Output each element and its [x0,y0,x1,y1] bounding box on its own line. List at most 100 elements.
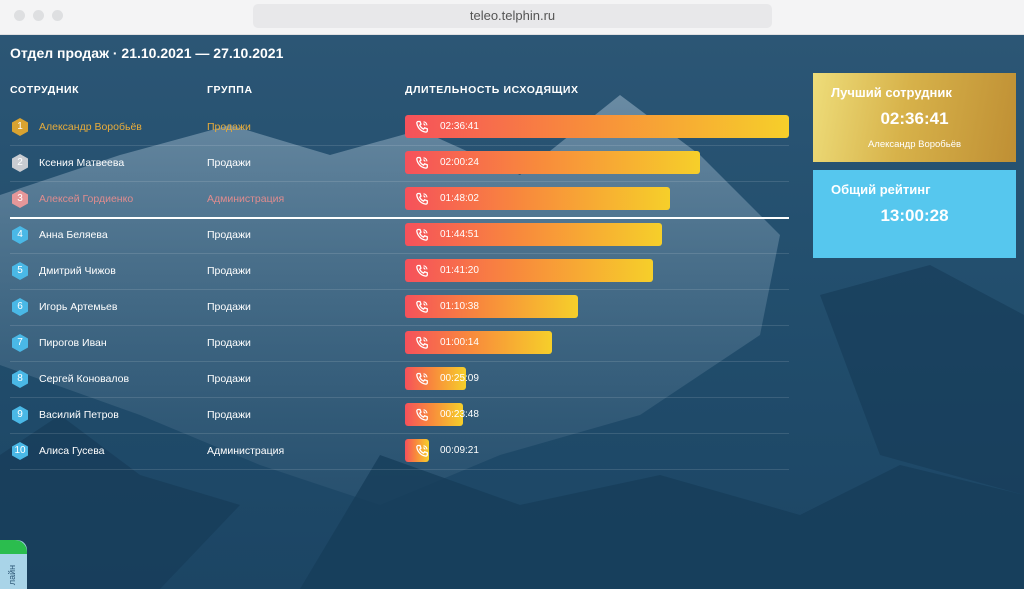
duration-bar [405,403,463,426]
outgoing-call-icon [415,336,429,350]
duration-value: 00:09:21 [440,445,479,456]
rank-badge: 5 [10,261,30,281]
dashboard-viewport: Отдел продаж · 21.10.2021 — 27.10.2021 С… [0,35,1024,589]
duration-value: 01:10:38 [440,301,479,312]
column-header-duration[interactable]: ДЛИТЕЛЬНОСТЬ ИСХОДЯЩИХ [405,84,579,96]
employee-name: Игорь Артемьев [39,301,118,313]
page-title: Отдел продаж · 21.10.2021 — 27.10.2021 [10,45,284,61]
duration-value: 00:23:48 [440,409,479,420]
total-rating-card: Общий рейтинг 13:00:28 [813,170,1016,258]
rank-number: 7 [17,337,23,348]
rank-number: 3 [17,193,23,204]
employee-name: Алиса Гусева [39,445,105,457]
rank-number: 5 [17,265,23,276]
employee-name: Пирогов Иван [39,337,107,349]
rank-number: 1 [17,121,23,132]
table-row[interactable]: 9 Василий Петров Продажи 00:23:48 [10,397,789,434]
rank-badge: 6 [10,297,30,317]
hexagon-icon [12,298,28,316]
duration-bar [405,259,653,282]
duration-bar [405,115,789,138]
outgoing-call-icon [415,300,429,314]
outgoing-call-icon [415,444,429,458]
rank-number: 10 [14,445,26,456]
rank-number: 8 [17,373,23,384]
duration-bar [405,439,429,462]
hexagon-icon [12,154,28,172]
online-status-tab[interactable]: лайн [0,540,27,589]
window-zoom-button[interactable] [52,10,63,21]
hexagon-icon [12,226,28,244]
column-header-group[interactable]: ГРУППА [207,84,253,96]
outgoing-call-icon [415,408,429,422]
duration-value: 01:44:51 [440,229,479,240]
hexagon-icon [12,334,28,352]
duration-bar [405,295,578,318]
employee-group: Продажи [207,301,251,313]
hexagon-icon [12,406,28,424]
browser-toolbar: teleo.telphin.ru [0,0,1024,35]
outgoing-call-icon [415,156,429,170]
employee-name: Василий Петров [39,409,119,421]
best-employee-card: Лучший сотрудник 02:36:41 Александр Воро… [813,73,1016,162]
rank-badge: 9 [10,405,30,425]
table-row[interactable]: 8 Сергей Коновалов Продажи 00:25:09 [10,361,789,398]
outgoing-call-icon [415,264,429,278]
rank-number: 6 [17,301,23,312]
employee-group: Продажи [207,373,251,385]
rank-badge: 10 [10,441,30,461]
table-row[interactable]: 1 Александр Воробьёв Продажи 02:36:41 [10,109,789,146]
table-row[interactable]: 10 Алиса Гусева Администрация 00:09:21 [10,433,789,470]
rank-badge: 2 [10,153,30,173]
employee-group: Продажи [207,265,251,277]
total-rating-title: Общий рейтинг [831,182,931,197]
employee-name: Алексей Гордиенко [39,193,134,205]
table-row[interactable]: 5 Дмитрий Чижов Продажи 01:41:20 [10,253,789,290]
employee-name: Дмитрий Чижов [39,265,116,277]
rank-badge: 3 [10,189,30,209]
online-tab-label: лайн [7,564,18,586]
best-employee-title: Лучший сотрудник [831,85,952,100]
rank-badge: 1 [10,117,30,137]
duration-bar [405,151,700,174]
outgoing-call-icon [415,192,429,206]
rank-badge: 8 [10,369,30,389]
employee-name: Ксения Матвеева [39,157,125,169]
rank-badge: 4 [10,225,30,245]
table-row[interactable]: 6 Игорь Артемьев Продажи 01:10:38 [10,289,789,326]
duration-bar [405,223,662,246]
employee-group: Продажи [207,121,251,133]
window-minimize-button[interactable] [33,10,44,21]
total-rating-value: 13:00:28 [880,206,949,225]
employee-group: Администрация [207,445,285,457]
duration-bar [405,187,670,210]
hexagon-icon [12,370,28,388]
table-row[interactable]: 4 Анна Беляева Продажи 01:44:51 [10,217,789,254]
outgoing-call-icon [415,228,429,242]
hexagon-icon [12,442,28,460]
employee-group: Продажи [207,337,251,349]
duration-value: 02:36:41 [440,121,479,132]
table-row[interactable]: 2 Ксения Матвеева Продажи 02:00:24 [10,145,789,182]
best-employee-duration: 02:36:41 [880,109,949,128]
table-row[interactable]: 7 Пирогов Иван Продажи 01:00:14 [10,325,789,362]
employee-group: Продажи [207,157,251,169]
rank-number: 2 [17,157,23,168]
employee-name: Анна Беляева [39,229,108,241]
rank-badge: 7 [10,333,30,353]
online-indicator [0,540,27,554]
rank-number: 9 [17,409,23,420]
duration-value: 01:41:20 [440,265,479,276]
hexagon-icon [12,118,28,136]
duration-value: 00:25:09 [440,373,479,384]
employee-group: Продажи [207,409,251,421]
duration-value: 01:00:14 [440,337,479,348]
column-header-employee[interactable]: СОТРУДНИК [10,84,80,96]
duration-bar [405,331,552,354]
rank-number: 4 [17,229,23,240]
window-close-button[interactable] [14,10,25,21]
table-row[interactable]: 3 Алексей Гордиенко Администрация 01:48:02 [10,181,789,219]
outgoing-call-icon [415,120,429,134]
address-bar[interactable]: teleo.telphin.ru [253,4,772,28]
employee-name: Александр Воробьёв [39,121,142,133]
